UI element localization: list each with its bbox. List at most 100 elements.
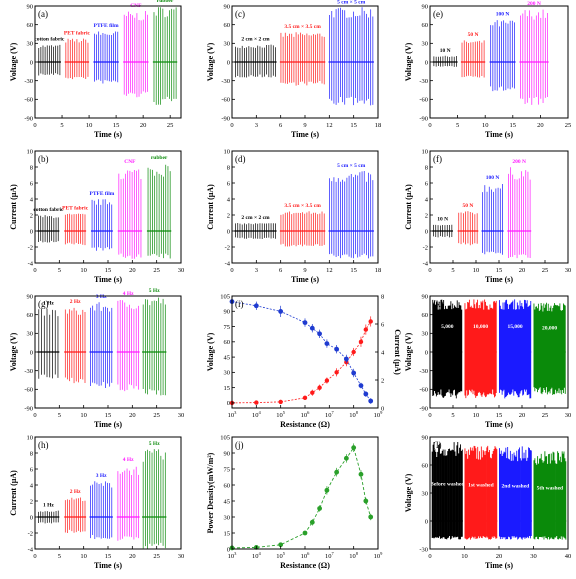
ytick-label-g-6: 90	[27, 293, 34, 300]
xtick-label-h-2: 10	[80, 553, 87, 560]
x-axis-label-i: Resistance (Ω)	[280, 420, 330, 429]
ytick-label-i-2: 30	[224, 370, 231, 377]
series-e-1	[461, 40, 485, 78]
series-e-2	[490, 20, 515, 92]
series-b-0	[38, 215, 59, 243]
ytick-label-a-2: -30	[24, 78, 33, 85]
series-label-b-1: PET fabric	[62, 205, 89, 211]
series-a-0	[38, 44, 61, 76]
series-g-0	[38, 308, 59, 379]
series-label-b-2: PTFE film	[89, 191, 114, 197]
power-point-5	[317, 506, 322, 511]
ytick-label-k-2: -30	[419, 368, 428, 375]
xtick-label-d-3: 9	[303, 267, 306, 274]
ytick-label-e-4: 30	[422, 41, 429, 48]
series-label-h-3: 4 Hz	[123, 457, 134, 463]
series-label-c-0: 2 cm × 2 cm	[241, 37, 270, 43]
ytick-label-b-0: -4	[28, 260, 34, 267]
series-k-0	[432, 299, 463, 399]
series-label-b-4: rubber	[151, 155, 168, 161]
xtick-label-f-1: 5	[451, 267, 454, 274]
series-label-e-3: 200 N	[527, 1, 541, 7]
panel-c: 2 cm × 2 cm 3.5 cm × 3.5 cm 5 cm × 5 cm 0 3 6…	[206, 0, 381, 139]
y-axis-label-g: Voltage (V)	[9, 332, 18, 371]
xtick-label-i-4: 107	[325, 410, 335, 419]
panel-l: Before washed 1st washed 2nd washed 5th was…	[404, 434, 571, 570]
voltage-point-5	[317, 385, 322, 390]
ytick-label-i-0: 0	[227, 400, 230, 407]
series-label-c-2: 5 cm × 5 cm	[337, 0, 366, 5]
voltage-point-7	[334, 370, 339, 375]
series-h-1	[64, 497, 86, 533]
x-axis-label-a: Time (s)	[94, 130, 122, 139]
xtick-label-l-3: 30	[530, 553, 537, 560]
ytick-label-l-4: 90	[422, 434, 429, 441]
xtick-label-b-2: 10	[80, 267, 87, 274]
series-label-h-1: 2 Hz	[70, 489, 81, 495]
panel-label-g: (g)	[38, 299, 49, 309]
series-a-3	[123, 11, 148, 98]
series-label-l-2: 2nd washed	[502, 483, 530, 489]
xtick-label-d-1: 3	[255, 267, 258, 274]
xtick-label-g-2: 10	[80, 412, 87, 419]
voltage-point-9	[351, 349, 356, 355]
xtick-label-j-0: 103	[228, 551, 238, 560]
xtick-label-g-6: 30	[178, 412, 185, 419]
series-e-3	[520, 9, 548, 105]
series-label-g-1: 2 Hz	[70, 299, 81, 305]
ytick-label-a-4: 30	[27, 41, 34, 48]
panel-label-i: (i)	[235, 299, 244, 309]
y-axis-label-b: Current (μA)	[9, 184, 18, 230]
voltage-line	[231, 321, 372, 404]
ytick-label-b-3: 2	[30, 212, 33, 219]
xtick-label-k-1: 5	[451, 412, 454, 419]
voltage-point-6	[324, 378, 330, 383]
xtick-label-l-1: 10	[461, 553, 468, 560]
panel-label-k: (k)	[433, 299, 444, 309]
series-l-0	[431, 441, 463, 540]
xtick-label-a-4: 20	[140, 122, 147, 129]
series-label-f-0: 10 N	[437, 217, 448, 223]
xtick-label-c-0: 0	[230, 122, 233, 129]
ytick-label-i-4: 60	[224, 339, 231, 346]
current-point-3	[302, 320, 308, 325]
ytick-label-b-6: 8	[30, 164, 33, 171]
xtick-label-h-3: 15	[105, 553, 112, 560]
panel-label-c: (c)	[235, 9, 245, 19]
series-k-1	[464, 299, 497, 399]
xtick-label-g-4: 20	[129, 412, 136, 419]
xtick-label-g-3: 15	[105, 412, 112, 419]
current-point-12	[368, 398, 374, 404]
xtick-label-j-1: 104	[252, 551, 262, 560]
series-l-3	[533, 451, 567, 540]
series-h-4	[142, 449, 166, 549]
xtick-label-j-5: 108	[349, 551, 359, 560]
ytick-label-c-1: -60	[221, 97, 230, 104]
series-label-g-0: 1 Hz	[43, 300, 54, 306]
panel-label-b: (b)	[38, 154, 49, 164]
power-point-7	[334, 469, 340, 475]
series-b-2	[91, 199, 113, 251]
y-axis-label-f: Current (μA)	[404, 184, 413, 230]
series-label-l-1: 1st washed	[468, 483, 494, 489]
ytick-label-h-2: 0	[30, 514, 33, 521]
ytick-label-e-2: -30	[419, 78, 428, 85]
series-k-2	[499, 299, 532, 399]
y2tick-label-i-2: 4	[381, 349, 385, 356]
series-label-e-2: 100 N	[496, 12, 510, 18]
series-label-d-2: 5 cm × 5 cm	[337, 163, 366, 169]
xtick-label-d-2: 6	[279, 267, 283, 274]
series-h-2	[90, 481, 113, 539]
series-label-l-3: 5th washed	[537, 486, 563, 492]
series-a-2	[94, 31, 119, 84]
series-e-0	[433, 55, 457, 67]
panel-label-d: (d)	[235, 154, 246, 164]
series-label-d-1: 3.5 cm × 3.5 cm	[284, 203, 321, 209]
series-label-k-2: 15,000	[508, 324, 523, 330]
ytick-label-d-0: -4	[225, 260, 231, 267]
ytick-label-a-1: -60	[24, 97, 33, 104]
voltage-point-10	[358, 339, 364, 345]
panel-label-h: (h)	[38, 440, 49, 450]
